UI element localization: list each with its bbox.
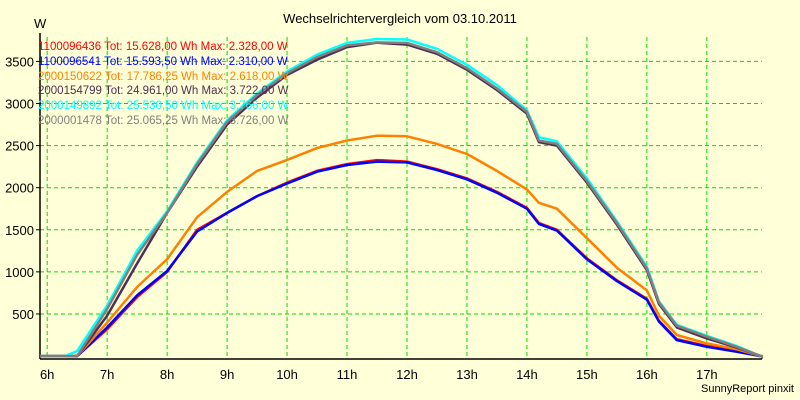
legend-entry: 2000150622 Tot: 17.786,25 Wh Max: 2.618,… [38,70,288,85]
x-tick-label: 15h [576,367,598,382]
chart-title: Wechselrichtervergleich vom 03.10.2011 [283,11,517,26]
legend-tot: Tot: 17.786,25 Wh [104,70,202,83]
x-tick-label: 11h [337,367,358,382]
legend-tot: Tot: 15.593,50 Wh [104,55,201,68]
series-line-2000001478 [40,41,763,358]
footer-credit: SunnyReport pinxit [701,383,794,395]
legend-name: 2000154799 [38,85,105,98]
x-tick-label: 14h [516,367,538,382]
x-tick-label: 7h [100,367,114,382]
series-line-1100096436 [40,158,763,358]
x-tick-label: 12h [396,367,418,382]
legend-entry: 1100096541 Tot: 15.593,50 Wh Max: 2.310,… [38,55,288,70]
legend: 1100096436 Tot: 15.628,00 Wh Max: 2.328,… [38,40,288,129]
y-tick-label: 3500 [5,54,34,69]
x-tick-label: 8h [160,367,174,382]
legend-max: Max: 2.618,00 W [201,70,289,83]
legend-tot: Tot: 25.530,50 Wh [104,100,202,113]
legend-max: Max: 3.722,00 W [201,85,289,98]
legend-name: 1100096436 [38,41,105,53]
x-tick-label: 9h [220,367,234,382]
legend-entry: 2000001478 Tot: 25.065,25 Wh Max: 3.726,… [38,114,288,129]
legend-tot: Tot: 24.961,00 Wh [104,85,202,98]
x-tick-label: 10h [276,367,298,382]
x-tick-label: 6h [40,367,54,382]
legend-tot: Tot: 15.628,00 Wh [104,41,201,53]
legend-entry: 2000154799 Tot: 24.961,00 Wh Max: 3.722,… [38,84,288,99]
y-tick-label: 1000 [5,265,34,280]
y-tick-label: 2500 [5,139,34,154]
legend-name: 2000149892 [38,100,105,113]
x-tick-label: 13h [456,367,478,382]
legend-entry: 2000149892 Tot: 25.530,50 Wh Max: 3.766,… [38,99,288,114]
legend-max: Max: 3.766,00 W [201,100,289,113]
legend-name: 1100096541 [38,55,105,68]
legend-entry: 1100096436 Tot: 15.628,00 Wh Max: 2.328,… [38,40,288,55]
legend-tot: Tot: 25.065,25 Wh [104,114,202,127]
y-tick-label: 500 [12,307,34,322]
x-tick-label: 16h [636,367,658,382]
y-tick-label: 1500 [5,223,34,238]
y-tick-label: 3000 [5,97,34,112]
legend-max: Max: 2.310,00 W [200,55,288,68]
x-tick-label: 17h [696,367,718,382]
legend-max: Max: 3.726,00 W [201,114,289,127]
legend-name: 2000150622 [38,70,105,83]
series-line-2000150622 [40,134,763,358]
series-line-1100096541 [40,160,763,358]
y-axis-unit: W [34,16,47,31]
legend-name: 2000001478 [38,114,105,127]
y-tick-label: 2000 [5,181,34,196]
legend-max: Max: 2.328,00 W [200,41,288,53]
